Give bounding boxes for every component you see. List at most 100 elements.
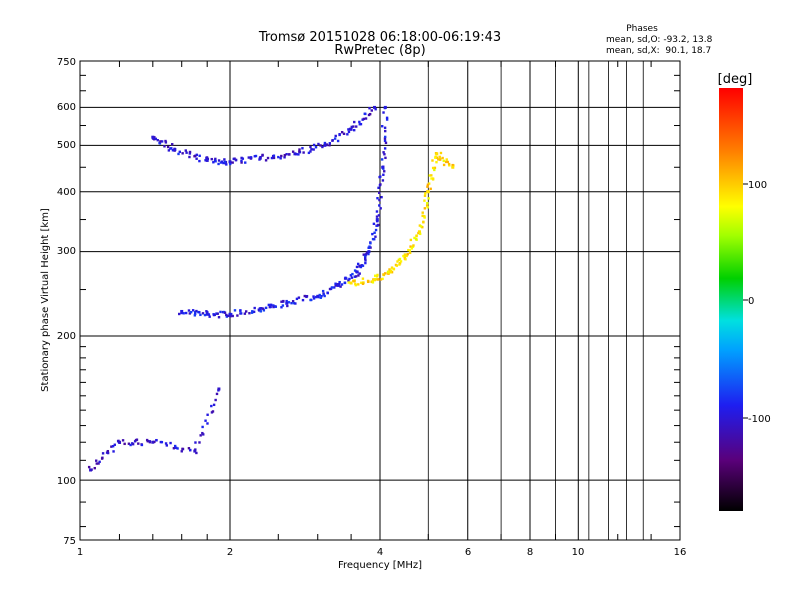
echo-point bbox=[383, 137, 387, 140]
echo-point bbox=[167, 149, 171, 152]
echo-point bbox=[217, 159, 221, 162]
echo-point bbox=[406, 253, 409, 256]
echo-point bbox=[177, 152, 180, 156]
echo-point bbox=[257, 309, 261, 312]
echo-point bbox=[202, 433, 205, 436]
echo-point bbox=[93, 466, 96, 470]
echo-point bbox=[430, 177, 433, 180]
echo-point bbox=[193, 312, 197, 316]
echo-point bbox=[165, 444, 169, 447]
echo-point bbox=[326, 291, 329, 295]
echo-point bbox=[389, 270, 393, 274]
echo-point bbox=[98, 460, 101, 464]
echo-point bbox=[392, 267, 395, 271]
echo-point bbox=[355, 265, 359, 269]
echo-point bbox=[342, 132, 346, 135]
echo-point bbox=[328, 287, 332, 291]
echo-point bbox=[97, 462, 100, 465]
echo-point bbox=[316, 294, 320, 298]
echo-point bbox=[360, 281, 363, 284]
phases-o-line: mean, sd,O: -93.2, 13.8 bbox=[606, 35, 713, 45]
echo-point bbox=[201, 431, 204, 435]
echo-point bbox=[290, 301, 293, 305]
echo-point bbox=[384, 156, 387, 160]
echo-point bbox=[194, 441, 197, 444]
echo-point bbox=[195, 153, 198, 157]
echo-point bbox=[214, 398, 217, 402]
echo-point bbox=[201, 425, 204, 429]
echo-point bbox=[431, 159, 434, 162]
x-tick-labels: 1 2 4 6 8 10 16 bbox=[77, 547, 687, 558]
phases-title: Phases bbox=[626, 24, 658, 34]
echo-point bbox=[173, 148, 177, 152]
echo-point bbox=[205, 312, 209, 316]
echo-point bbox=[382, 151, 385, 154]
echo-point bbox=[303, 294, 306, 298]
echo-point bbox=[106, 451, 110, 455]
echo-point bbox=[364, 256, 367, 259]
echo-point bbox=[247, 156, 250, 159]
echo-point bbox=[371, 232, 374, 236]
echo-point bbox=[444, 160, 448, 164]
echo-point bbox=[249, 156, 253, 159]
echo-point bbox=[334, 282, 337, 285]
echo-point bbox=[216, 312, 219, 315]
echo-point bbox=[264, 306, 268, 310]
echo-point bbox=[163, 145, 166, 148]
echo-point bbox=[368, 107, 371, 110]
echo-point bbox=[409, 245, 412, 248]
echo-point bbox=[185, 151, 188, 154]
echo-point bbox=[426, 185, 429, 188]
echo-point bbox=[188, 152, 192, 155]
echo-point bbox=[438, 158, 442, 161]
echo-point bbox=[262, 309, 266, 312]
echo-point bbox=[396, 260, 399, 263]
echo-point bbox=[321, 145, 324, 149]
y-tick-label: 75 bbox=[63, 536, 76, 547]
echo-point bbox=[398, 263, 401, 266]
echo-point bbox=[298, 148, 301, 151]
echo-point bbox=[336, 139, 340, 143]
echo-point bbox=[180, 309, 184, 313]
echo-point bbox=[347, 281, 350, 284]
echo-point bbox=[448, 164, 451, 167]
echo-point bbox=[381, 165, 385, 169]
echo-point bbox=[231, 314, 234, 318]
x-tick-label: 6 bbox=[465, 547, 471, 558]
colorbar bbox=[719, 88, 743, 511]
echo-point bbox=[187, 309, 191, 312]
echo-point bbox=[321, 289, 325, 293]
echo-point bbox=[323, 143, 327, 147]
echo-point bbox=[425, 204, 429, 207]
echo-point bbox=[427, 197, 430, 200]
echo-point bbox=[382, 173, 385, 176]
echo-point bbox=[325, 143, 328, 146]
echo-point bbox=[287, 301, 291, 304]
y-tick-label: 300 bbox=[57, 246, 76, 257]
echo-point bbox=[352, 125, 355, 128]
echo-point bbox=[348, 277, 351, 281]
echo-point bbox=[441, 156, 444, 160]
echo-point bbox=[259, 310, 262, 313]
echo-point bbox=[374, 235, 377, 238]
echo-point bbox=[423, 194, 427, 197]
echo-point bbox=[95, 462, 98, 465]
echo-point bbox=[267, 303, 271, 307]
x-axis-label: Frequency [MHz] bbox=[338, 560, 422, 571]
echo-point bbox=[322, 293, 325, 296]
echo-point bbox=[252, 310, 256, 314]
echo-point bbox=[375, 275, 379, 278]
echo-point bbox=[171, 143, 174, 146]
echo-point bbox=[435, 156, 439, 159]
echo-point bbox=[239, 309, 242, 312]
echo-point bbox=[253, 155, 257, 158]
echo-point bbox=[274, 305, 278, 308]
echo-point bbox=[358, 264, 361, 268]
echo-point bbox=[310, 148, 313, 151]
echo-point bbox=[362, 253, 365, 256]
echo-point bbox=[280, 154, 283, 158]
echo-point bbox=[364, 117, 368, 120]
echo-point bbox=[233, 157, 236, 160]
echo-point bbox=[261, 307, 265, 310]
